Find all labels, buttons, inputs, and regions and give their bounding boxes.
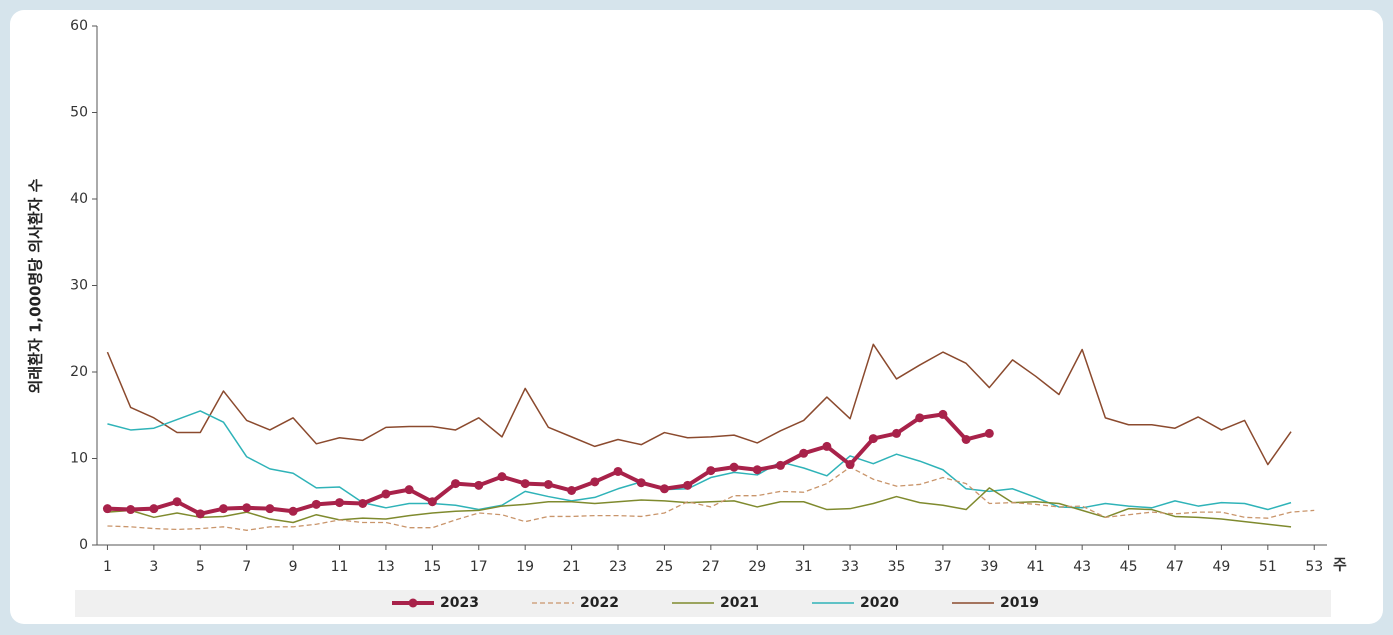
series-marker: [729, 462, 739, 472]
series-marker: [520, 479, 530, 489]
series-marker: [172, 497, 182, 507]
x-tick-label: 19: [516, 559, 534, 575]
series-marker: [149, 504, 159, 514]
series-line: [106, 343, 1292, 466]
series-marker: [775, 460, 785, 470]
y-tick-label: 40: [70, 191, 88, 207]
series-marker: [218, 504, 228, 514]
y-tick-label: 60: [70, 18, 88, 34]
x-tick-label: 11: [331, 559, 349, 575]
x-tick-label: 5: [196, 559, 205, 575]
x-tick-label: 21: [563, 559, 581, 575]
legend-label: 2020: [860, 595, 899, 611]
x-tick-label: 15: [423, 559, 441, 575]
x-tick-label: 41: [1027, 559, 1045, 575]
series-marker: [242, 503, 252, 513]
series-marker: [706, 466, 716, 476]
series-marker: [938, 409, 948, 419]
x-tick-label: 25: [656, 559, 674, 575]
legend-label: 2021: [720, 595, 759, 611]
series-marker: [288, 506, 298, 516]
y-tick-label: 50: [70, 105, 88, 121]
x-tick-label: 47: [1166, 559, 1184, 575]
x-tick-label: 37: [934, 559, 952, 575]
legend-label: 2023: [440, 595, 479, 611]
series-marker: [311, 499, 321, 509]
panel: [10, 10, 1383, 624]
y-tick-label: 20: [70, 364, 88, 380]
x-tick-label: 35: [888, 559, 906, 575]
series-marker: [590, 477, 600, 487]
series-marker: [915, 413, 925, 423]
series-marker: [752, 465, 762, 475]
series-marker: [381, 489, 391, 499]
x-tick-label: 13: [377, 559, 395, 575]
series-line: [107, 487, 1292, 528]
series-marker: [404, 485, 414, 495]
x-tick-label: 3: [149, 559, 158, 575]
series-marker: [636, 478, 646, 488]
y-axis-label: 외래환자 1,000명당 의사환자 수: [27, 178, 45, 393]
x-tick-label: 1: [103, 559, 112, 575]
y-tick-label: 10: [70, 451, 88, 467]
series-marker: [822, 441, 832, 451]
y-tick-label: 30: [70, 278, 88, 294]
series-marker: [102, 504, 112, 514]
series-marker: [427, 497, 437, 507]
x-axis-unit: 주: [1333, 556, 1347, 574]
x-tick-label: 29: [748, 559, 766, 575]
x-tick-label: 49: [1212, 559, 1230, 575]
series-marker: [984, 428, 994, 438]
series-marker: [961, 434, 971, 444]
x-tick-label: 7: [242, 559, 251, 575]
series-marker: [335, 498, 345, 508]
x-tick-label: 51: [1259, 559, 1277, 575]
x-tick-label: 53: [1305, 559, 1323, 575]
x-tick-label: 39: [980, 559, 998, 575]
x-tick-label: 45: [1120, 559, 1138, 575]
series-marker: [683, 480, 693, 490]
legend-marker: [408, 598, 418, 608]
series-marker: [799, 448, 809, 458]
series-marker: [265, 504, 275, 514]
series-marker: [474, 480, 484, 490]
x-tick-label: 33: [841, 559, 859, 575]
x-tick-label: 43: [1073, 559, 1091, 575]
legend-label: 2019: [1000, 595, 1039, 611]
series-marker: [195, 509, 205, 519]
x-tick-label: 17: [470, 559, 488, 575]
y-tick-label: 0: [79, 537, 88, 553]
series-line: [107, 410, 1292, 511]
series-marker: [126, 505, 136, 515]
x-tick-label: 27: [702, 559, 720, 575]
series-marker: [892, 428, 901, 438]
series-marker: [543, 479, 553, 489]
series-marker: [358, 498, 368, 508]
x-tick-label: 23: [609, 559, 627, 575]
series-line: [107, 466, 1315, 531]
x-tick-label: 9: [289, 559, 298, 575]
series-marker: [497, 472, 507, 482]
x-tick-label: 31: [795, 559, 813, 575]
series-marker: [845, 460, 855, 470]
series-marker: [659, 484, 669, 494]
series-marker: [451, 479, 461, 489]
series-marker: [613, 466, 623, 476]
legend-label: 2022: [580, 595, 619, 611]
series-marker: [567, 486, 577, 496]
series-marker: [868, 434, 878, 444]
